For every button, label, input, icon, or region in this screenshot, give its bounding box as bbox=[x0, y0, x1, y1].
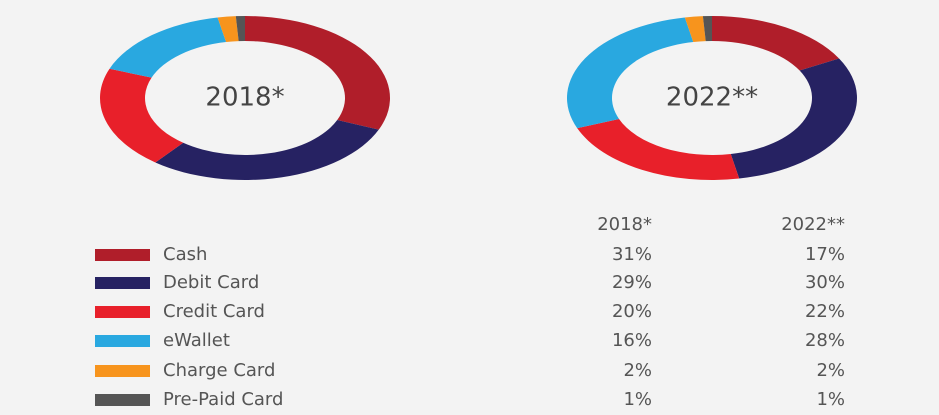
donut-slice bbox=[730, 58, 857, 179]
column-header: 2022** bbox=[781, 214, 845, 235]
donut-center-label: 2018* bbox=[205, 83, 284, 113]
legend-label: eWallet bbox=[163, 330, 230, 351]
table-value: 30% bbox=[805, 272, 845, 293]
table-value: 20% bbox=[612, 301, 652, 322]
legend-label: Credit Card bbox=[163, 301, 265, 322]
legend-swatch bbox=[95, 335, 150, 347]
column-header: 2018* bbox=[597, 214, 652, 235]
donut-slice bbox=[217, 16, 239, 43]
legend-swatch bbox=[95, 365, 150, 377]
table-value: 2% bbox=[623, 360, 652, 381]
donut-slice bbox=[684, 16, 706, 43]
table-value: 22% bbox=[805, 301, 845, 322]
donut-slice bbox=[566, 17, 694, 129]
table-value: 1% bbox=[623, 389, 652, 410]
legend-label: Charge Card bbox=[163, 360, 275, 381]
table-value: 17% bbox=[805, 244, 845, 265]
donut-slice bbox=[235, 16, 245, 42]
donut-slice bbox=[712, 16, 840, 71]
legend-label: Pre-Paid Card bbox=[163, 389, 283, 410]
table-value: 29% bbox=[612, 272, 652, 293]
legend-label: Cash bbox=[163, 244, 207, 265]
table-value: 2% bbox=[816, 360, 845, 381]
legend-swatch bbox=[95, 277, 150, 289]
legend-label: Debit Card bbox=[163, 272, 259, 293]
donut-slice bbox=[702, 16, 712, 42]
donut-slice bbox=[577, 118, 740, 180]
donut-slice bbox=[245, 16, 390, 130]
table-value: 16% bbox=[612, 330, 652, 351]
legend-swatch bbox=[95, 394, 150, 406]
legend-swatch bbox=[95, 306, 150, 318]
table-value: 1% bbox=[816, 389, 845, 410]
donut-slice bbox=[109, 17, 227, 78]
donut-slice bbox=[155, 120, 379, 180]
table-value: 28% bbox=[805, 330, 845, 351]
legend-swatch bbox=[95, 249, 150, 261]
donut-center-label: 2022** bbox=[666, 83, 758, 113]
table-value: 31% bbox=[612, 244, 652, 265]
donut-slice bbox=[99, 68, 184, 163]
